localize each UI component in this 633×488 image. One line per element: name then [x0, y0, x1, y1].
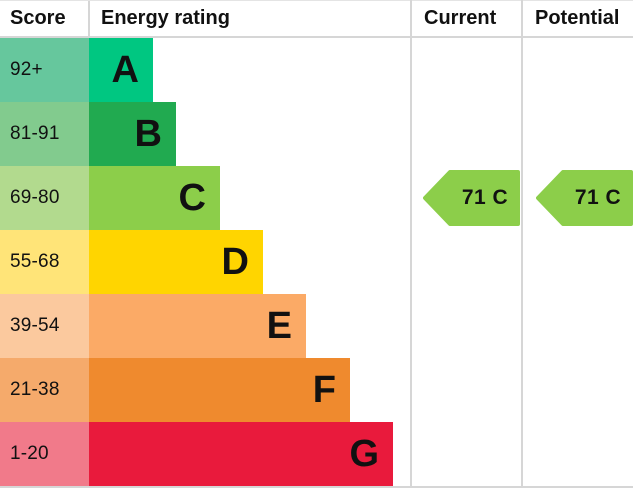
- rating-bands: 92+ A 81-91 B 69-80 C 55-68 D 39-54 E 21…: [0, 38, 410, 486]
- rating-bar: G: [89, 422, 393, 486]
- score-range-cell: 92+: [0, 38, 89, 102]
- potential-column-divider: [521, 0, 523, 488]
- rating-letter: E: [266, 305, 292, 347]
- bottom-divider: [0, 486, 633, 488]
- score-range-cell: 1-20: [0, 422, 89, 486]
- score-range-cell: 21-38: [0, 358, 89, 422]
- current-column-divider: [410, 0, 412, 488]
- current-rating-label: 71 C: [461, 186, 509, 209]
- current-rating-arrow: 71 C: [423, 170, 520, 226]
- header-energy-rating: Energy rating: [101, 7, 230, 29]
- potential-rating-arrow: 71 C: [536, 170, 633, 226]
- score-column-divider: [88, 1, 90, 37]
- score-range-cell: 39-54: [0, 294, 89, 358]
- rating-letter: D: [221, 241, 249, 283]
- rating-bar: D: [89, 230, 263, 294]
- rating-band-row: 21-38 F: [0, 358, 410, 422]
- score-range-cell: 55-68: [0, 230, 89, 294]
- left-arrow-icon: [423, 170, 520, 226]
- rating-bar: B: [89, 102, 176, 166]
- header-score: Score: [10, 7, 66, 29]
- rating-bar: F: [89, 358, 350, 422]
- rating-band-row: 81-91 B: [0, 102, 410, 166]
- rating-band-row: 55-68 D: [0, 230, 410, 294]
- score-range-cell: 69-80: [0, 166, 89, 230]
- rating-bar: A: [89, 38, 153, 102]
- rating-band-row: 1-20 G: [0, 422, 410, 486]
- left-arrow-icon: [536, 170, 633, 226]
- rating-letter: B: [134, 113, 162, 155]
- rating-band-row: 92+ A: [0, 38, 410, 102]
- rating-letter: A: [111, 49, 139, 91]
- rating-letter: F: [312, 369, 336, 411]
- rating-band-row: 69-80 C: [0, 166, 410, 230]
- rating-letter: G: [349, 433, 379, 475]
- score-range-cell: 81-91: [0, 102, 89, 166]
- rating-bar: E: [89, 294, 306, 358]
- header-potential: Potential: [535, 7, 620, 29]
- table-header: Score Energy rating Current Potential: [0, 0, 633, 38]
- rating-bar: C: [89, 166, 220, 230]
- rating-letter: C: [178, 177, 206, 219]
- header-current: Current: [424, 7, 497, 29]
- rating-band-row: 39-54 E: [0, 294, 410, 358]
- potential-rating-label: 71 C: [574, 186, 622, 209]
